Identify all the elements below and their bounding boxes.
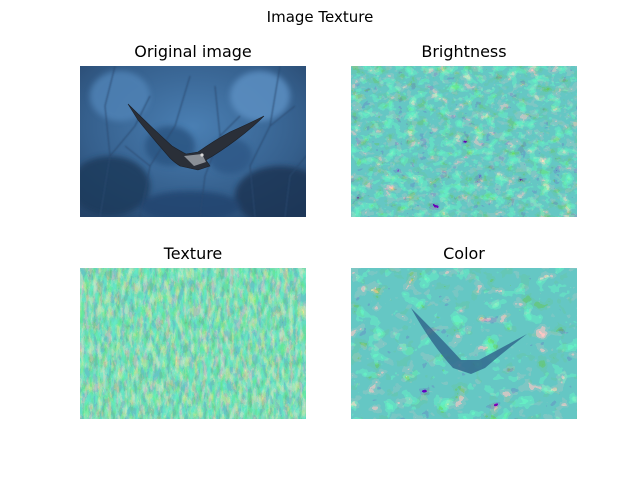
bird-silhouette-icon — [411, 308, 527, 374]
brightness-map — [351, 66, 577, 217]
brightness-segmentation — [351, 66, 577, 217]
texture-segmentation — [80, 268, 306, 419]
color-map — [351, 268, 577, 419]
texture-map — [80, 268, 306, 419]
panel-title-original: Original image — [134, 42, 252, 61]
figure-title: Image Texture — [266, 8, 374, 26]
color-segmentation — [351, 268, 577, 419]
panel-title-color: Color — [443, 244, 485, 263]
panel-title-texture: Texture — [163, 244, 223, 263]
panel-title-brightness: Brightness — [421, 42, 507, 61]
bird-icon — [127, 103, 265, 171]
original-image — [80, 66, 306, 217]
bird-photo — [80, 66, 306, 217]
